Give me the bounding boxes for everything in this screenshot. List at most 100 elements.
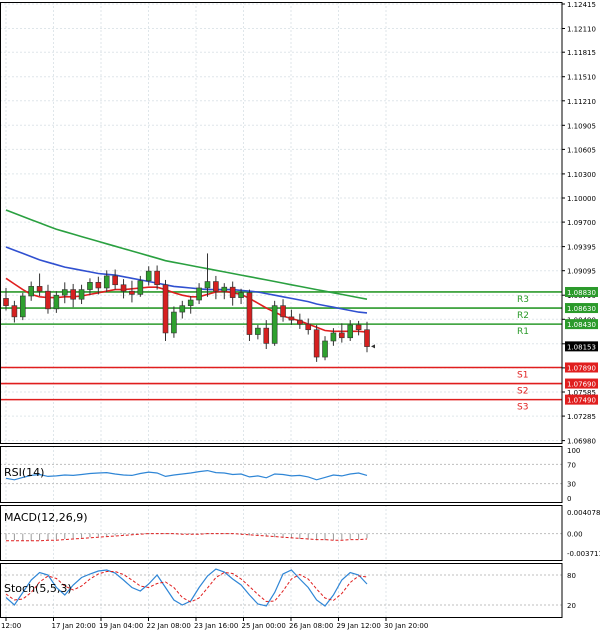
time-tick-label: 30 Jan 20:00 xyxy=(384,622,428,630)
price-tick-label: 1.12110 xyxy=(567,26,596,34)
time-tick-label: 23 Jan 16:00 xyxy=(194,622,238,630)
candle-body xyxy=(11,305,18,318)
price-tick-label: 1.12415 xyxy=(567,1,596,9)
candle-body xyxy=(204,281,211,289)
candle-body xyxy=(129,290,135,295)
candle-body xyxy=(288,316,295,321)
moving-average-mid xyxy=(5,246,368,314)
current-price-marker xyxy=(371,344,375,349)
price-tick-label: 1.09095 xyxy=(567,268,596,276)
candle-body xyxy=(263,327,270,344)
moving-average-fast xyxy=(5,277,368,333)
price-tick-label: 1.10605 xyxy=(567,146,596,154)
candle-body xyxy=(28,286,34,297)
candle-body xyxy=(19,295,26,318)
candle-body xyxy=(271,305,278,344)
rsi-tick-label: 100 xyxy=(567,447,580,455)
pivot-price-tag-r2-box xyxy=(565,303,598,314)
price-tick-label: 1.11815 xyxy=(567,49,596,57)
pivot-price-tag-s2-box xyxy=(565,378,598,389)
candle-body xyxy=(330,332,337,342)
rsi-tick-label: 30 xyxy=(567,481,576,489)
price-tick-label: 1.09395 xyxy=(567,244,596,252)
indicators-layer xyxy=(0,463,562,607)
stoch-main-line xyxy=(5,568,368,607)
candle-body xyxy=(53,294,60,310)
pivot-label-r1: R1 xyxy=(517,327,529,337)
macd-title: MACD(12,26,9) xyxy=(4,511,88,524)
candle-body xyxy=(70,289,76,300)
price-tick-label: 1.07585 xyxy=(567,389,596,397)
pivot-label-s2: S2 xyxy=(517,387,528,397)
pivot-price-tag-r3-box xyxy=(565,286,598,297)
candle-body xyxy=(179,305,186,313)
candle-body xyxy=(313,329,320,358)
price-tick-label: 1.11210 xyxy=(567,98,596,106)
time-tick-label: 26 Jan 08:00 xyxy=(289,622,333,630)
candle-body xyxy=(339,332,345,339)
candles-layer xyxy=(3,253,375,362)
candle-body xyxy=(78,289,85,300)
stoch-tick-label: 20 xyxy=(567,602,576,610)
candle-body xyxy=(213,281,219,292)
price-tick-label: 1.07285 xyxy=(567,413,596,421)
pivot-price-tag-s3-box xyxy=(565,394,598,405)
price-tick-label: 1.06980 xyxy=(567,438,596,446)
panel-frame-macd xyxy=(0,505,563,561)
candle-body xyxy=(187,299,194,306)
pivot-price-tag-s1-box xyxy=(565,362,598,373)
price-tick-label: 1.11510 xyxy=(567,74,596,82)
candle-body xyxy=(162,284,169,334)
pivot-price-tag-r2: 1.08630 xyxy=(567,305,596,313)
pivot-label-r2: R2 xyxy=(517,311,529,321)
price-tick-label: 1.10905 xyxy=(567,122,596,130)
macd-signal-line xyxy=(6,533,368,542)
frames-layer xyxy=(0,2,563,618)
candle-body xyxy=(297,319,303,325)
candle-body xyxy=(322,340,328,358)
candle-body xyxy=(154,270,160,286)
candle-body xyxy=(221,286,228,292)
time-tick-label: 25 Jan 00:00 xyxy=(242,622,286,630)
pivot-label-s3: S3 xyxy=(517,403,528,413)
candle-body xyxy=(45,290,51,310)
time-tick-label: 29 Jan 12:00 xyxy=(337,622,381,630)
current-price-tag: 1.08153 xyxy=(567,343,596,351)
rsi-line xyxy=(5,469,368,481)
panel-frame-main xyxy=(0,2,563,444)
time-tick-label: 17 Jan 20:00 xyxy=(52,622,96,630)
candle-body xyxy=(305,323,312,331)
macd-tick-label: 0.004078 xyxy=(567,509,600,517)
pivot-price-tag-s1: 1.07890 xyxy=(567,364,596,372)
candle-body xyxy=(255,327,261,335)
pivot-price-tag-s2: 1.07690 xyxy=(567,381,596,389)
grid-layer xyxy=(0,2,562,617)
candle-body xyxy=(171,311,177,334)
pivot-price-tag-r1-box xyxy=(565,319,598,330)
candle-body xyxy=(145,270,152,282)
candle-body xyxy=(238,292,244,298)
time-tick-label: 22 Jan 08:00 xyxy=(147,622,191,630)
time-tick-label: 12:00 xyxy=(1,622,21,630)
pivot-label-s1: S1 xyxy=(517,370,528,380)
candle-body xyxy=(355,324,362,331)
rsi-title: RSI(14) xyxy=(4,466,44,479)
candle-body xyxy=(229,286,236,298)
candle-body xyxy=(112,275,118,286)
macd-tick-label: 0.00 xyxy=(567,531,583,539)
current-price-tag-box xyxy=(565,341,598,352)
panel-frame-rsi xyxy=(0,446,563,503)
candle-body xyxy=(36,286,43,292)
candle-body xyxy=(364,329,370,347)
candle-body xyxy=(246,292,253,335)
macd-tick-label: -0.003711 xyxy=(567,550,600,558)
pivot-price-tag-r3: 1.08830 xyxy=(567,289,596,297)
moving-average-slow xyxy=(5,209,368,300)
stoch-title: Stoch(5,5,3) xyxy=(4,582,72,595)
panel-frame-stoch xyxy=(0,563,563,618)
candle-body xyxy=(280,305,286,318)
pivot-label-r3: R3 xyxy=(517,295,529,305)
pivot-price-tag-s3: 1.07490 xyxy=(567,397,596,405)
